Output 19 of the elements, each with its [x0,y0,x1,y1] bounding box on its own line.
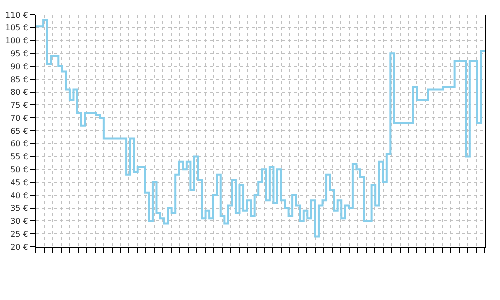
y-tick-label: 55 € [10,152,28,162]
y-tick-label: 110 € [5,10,28,20]
y-tick-label: 70 € [10,114,28,123]
y-tick-label: 75 € [10,101,28,110]
y-tick-label: 40 € [10,191,28,200]
y-tick-label: 35 € [10,204,28,214]
y-tick-label: 60 € [10,140,28,149]
y-tick-label: 80 € [10,88,28,98]
y-tick-label: 50 € [10,165,28,174]
y-tick-label: 20 € [10,242,28,252]
y-tick-label: 30 € [10,217,28,226]
y-tick-label: 95 € [10,49,28,58]
y-tick-label: 45 € [10,178,28,188]
y-tick-label: 105 € [5,24,28,33]
y-tick-label: 25 € [10,230,28,239]
y-tick-label: 85 € [10,75,28,84]
y-tick-label: 100 € [5,36,28,46]
y-tick-label: 65 € [10,126,28,136]
y-tick-label: 90 € [10,62,28,72]
